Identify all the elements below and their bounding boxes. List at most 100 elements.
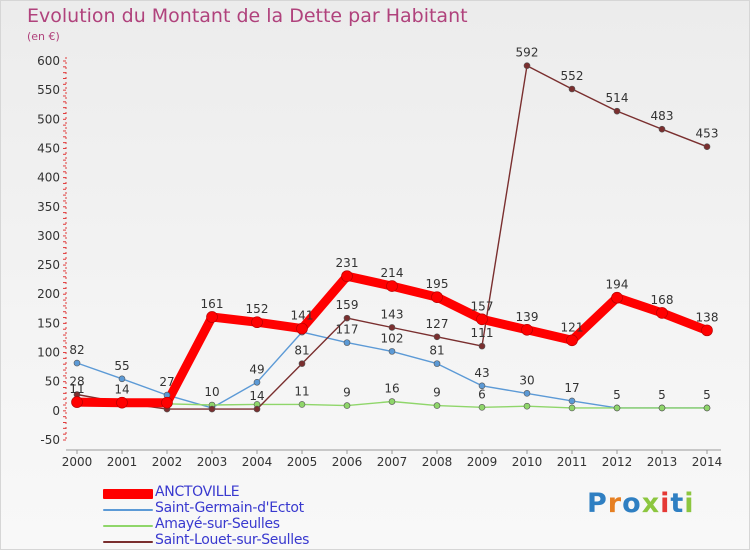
data-label: 552 xyxy=(561,69,584,83)
data-point xyxy=(523,62,531,69)
data-point xyxy=(478,382,486,390)
data-label: 43 xyxy=(474,366,489,380)
data-label: 6 xyxy=(478,387,486,401)
logo-letter: r xyxy=(607,488,623,519)
data-point xyxy=(568,85,576,93)
data-point xyxy=(206,311,218,323)
y-tick-label: 150 xyxy=(37,316,60,330)
series-line-3 xyxy=(76,65,708,410)
chart-data-points xyxy=(71,62,713,413)
x-tick-label: 2006 xyxy=(332,455,363,469)
data-label: 49 xyxy=(249,362,264,376)
data-point xyxy=(701,324,713,337)
data-point xyxy=(433,402,441,409)
x-tick-label: 2007 xyxy=(377,455,408,469)
data-label: 453 xyxy=(696,127,719,141)
data-point xyxy=(523,390,531,397)
data-point xyxy=(703,404,711,412)
data-point xyxy=(388,398,396,405)
data-point xyxy=(253,378,261,386)
y-tick-label: 0 xyxy=(52,404,60,418)
data-label: 121 xyxy=(561,320,584,334)
chart-series-lines xyxy=(72,65,712,410)
y-tick-label: -50 xyxy=(40,433,60,447)
data-label: 82 xyxy=(69,343,84,357)
x-tick-label: 2004 xyxy=(242,455,273,469)
y-tick-label: 550 xyxy=(37,83,60,97)
data-label: 157 xyxy=(471,299,494,313)
legend-label: Saint-Louet-sur-Seulles xyxy=(155,532,310,548)
data-label: 168 xyxy=(651,293,674,307)
data-label: 127 xyxy=(426,317,449,331)
y-tick-label: 300 xyxy=(37,229,60,243)
data-label: 81 xyxy=(294,344,309,358)
data-label: 514 xyxy=(606,91,629,105)
legend-item: Saint-Louet-sur-Seulles xyxy=(103,532,403,549)
data-label: 111 xyxy=(471,326,494,340)
data-point xyxy=(253,405,261,413)
x-tick-label: 2003 xyxy=(197,455,228,469)
legend-item: Amayé-sur-Seulles xyxy=(103,516,403,533)
data-point xyxy=(116,396,128,409)
data-label: 214 xyxy=(381,266,404,280)
data-point xyxy=(343,402,351,409)
chart-data-labels: 11 14 161 152 141 231 214 195 157 139 121 194 168 138… xyxy=(69,46,718,403)
y-tick-label: 50 xyxy=(45,375,60,389)
data-label: 195 xyxy=(426,277,449,291)
data-point xyxy=(71,396,83,408)
data-point xyxy=(343,314,351,322)
data-point xyxy=(433,360,441,367)
data-label: 11 xyxy=(69,382,84,396)
x-tick-label: 2000 xyxy=(62,455,93,469)
data-label: 9 xyxy=(343,386,351,400)
data-label: 102 xyxy=(381,331,404,345)
data-point xyxy=(386,280,398,292)
data-point xyxy=(613,107,621,115)
data-label: 159 xyxy=(336,298,359,312)
data-point xyxy=(73,359,81,367)
chart-axes: -50 0 50 100 150 200 250 300 350 400 450 500 550 600 2… xyxy=(37,54,722,469)
logo-letter: x xyxy=(641,488,661,519)
data-point xyxy=(658,125,666,133)
data-point xyxy=(296,322,308,335)
data-point xyxy=(478,404,486,411)
data-label: 161 xyxy=(201,297,224,311)
data-label: 5 xyxy=(613,388,621,402)
logo-letter: t xyxy=(670,488,685,519)
x-tick-label: 2001 xyxy=(107,455,138,469)
chart-legend: ANCTOVILLE Saint-Germain-d'Ectot Amayé-sur… xyxy=(103,484,403,549)
data-label: 483 xyxy=(651,109,674,123)
legend-swatch xyxy=(103,525,153,527)
data-point xyxy=(521,323,533,336)
legend-swatch xyxy=(103,489,153,499)
data-label: 55 xyxy=(114,359,129,373)
data-point xyxy=(478,342,486,350)
data-label: 231 xyxy=(336,256,359,270)
legend-item: ANCTOVILLE xyxy=(103,484,403,501)
data-label: 139 xyxy=(516,310,539,324)
y-tick-label: 600 xyxy=(37,54,60,68)
logo-letter: P xyxy=(587,488,608,519)
legend-label: ANCTOVILLE xyxy=(155,484,240,500)
data-point xyxy=(566,334,578,347)
data-point xyxy=(388,324,396,331)
legend-label: Amayé-sur-Seulles xyxy=(155,516,280,532)
data-point xyxy=(613,404,621,412)
data-label: 194 xyxy=(606,278,629,292)
data-point xyxy=(568,397,576,405)
data-point xyxy=(476,313,488,326)
data-label: 30 xyxy=(519,373,534,387)
y-tick-label: 350 xyxy=(37,200,60,214)
data-point xyxy=(343,339,351,346)
x-tick-label: 2013 xyxy=(647,455,678,469)
data-label: 11 xyxy=(294,384,309,398)
data-label: 10 xyxy=(204,385,219,399)
data-label: 592 xyxy=(516,46,539,60)
proxiti-logo: Proxiti xyxy=(587,488,695,519)
logo-letter: i xyxy=(684,488,695,519)
data-label: 143 xyxy=(381,307,404,321)
data-label: 16 xyxy=(384,382,399,396)
legend-item: Saint-Germain-d'Ectot xyxy=(103,500,403,517)
data-point xyxy=(703,143,711,151)
